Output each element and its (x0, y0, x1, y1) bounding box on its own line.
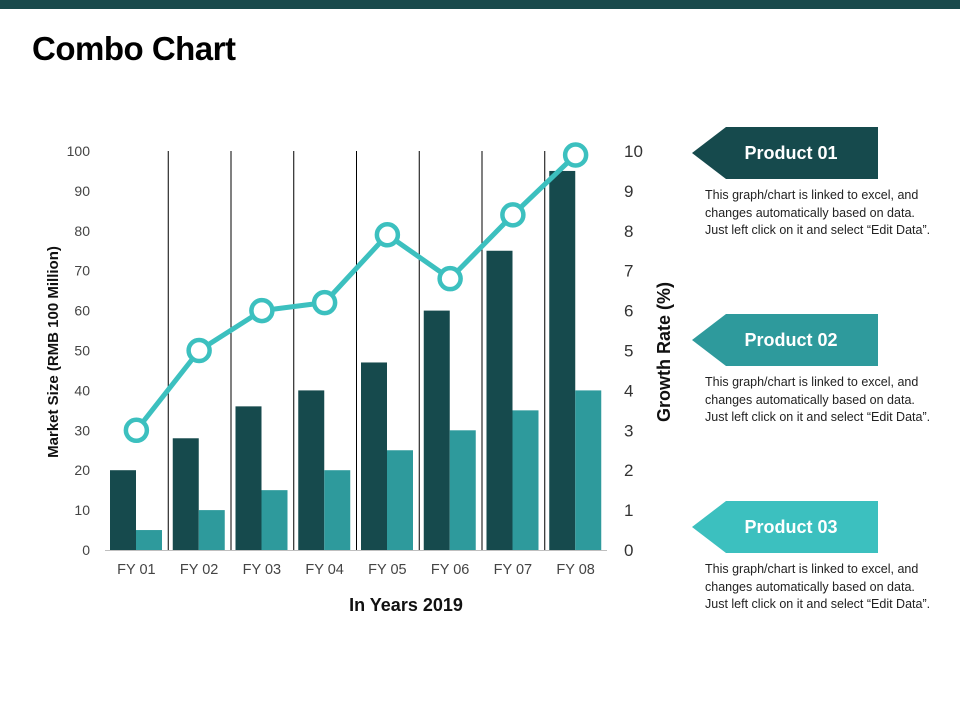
bar-series-2 (387, 450, 413, 550)
y-axis-title: Market Size (RMB 100 Million) (45, 246, 62, 458)
y2-tick-label: 9 (624, 182, 633, 201)
bar-series-2 (512, 410, 539, 550)
y-tick-label: 30 (74, 422, 90, 438)
y2-tick-label: 5 (624, 342, 633, 361)
growth-rate-point (123, 417, 150, 444)
growth-rate-point (437, 265, 463, 292)
growth-rate-point (374, 222, 401, 248)
product-02-label: Product 02 (744, 329, 838, 350)
product-01-label: Product 01 (744, 142, 838, 163)
growth-rate-point (186, 337, 212, 364)
x-axis-title: In Years 2019 (349, 595, 463, 615)
bar-series-2 (575, 390, 602, 550)
x-tick-label: FY 03 (243, 562, 281, 578)
y2-tick-label: 6 (624, 302, 633, 321)
y2-tick-label: 4 (624, 381, 633, 400)
bar-series-1 (298, 390, 325, 550)
x-tick-label: FY 01 (117, 562, 155, 578)
bar-series-2 (449, 430, 476, 550)
bar-series-1 (361, 362, 387, 550)
bar-series-1 (423, 310, 450, 550)
y2-tick-label: 7 (624, 262, 633, 281)
bar-series-1 (110, 470, 136, 550)
y2-tick-label: 1 (624, 501, 633, 520)
y2-tick-label: 3 (624, 421, 633, 440)
y-tick-label: 60 (74, 303, 90, 319)
x-tick-label: FY 02 (180, 562, 218, 578)
y-tick-label: 10 (74, 502, 90, 518)
y-tick-label: 0 (82, 542, 90, 558)
y2-tick-label: 0 (624, 541, 633, 560)
top-accent-bar (0, 0, 960, 9)
bar-series-2 (261, 490, 288, 550)
x-tick-label: FY 08 (556, 562, 594, 578)
bar-series-2 (198, 510, 225, 550)
product-02-description: This graph/chart is linked to excel, and… (705, 375, 931, 424)
y-tick-label: 50 (74, 343, 90, 359)
growth-rate-point (311, 289, 338, 316)
y2-tick-label: 10 (624, 142, 643, 161)
y-tick-label: 90 (74, 183, 90, 199)
bar-series-2 (136, 530, 162, 550)
product-01-description: This graph/chart is linked to excel, and… (705, 188, 931, 237)
y-tick-label: 70 (74, 263, 90, 279)
bar-series-1 (486, 250, 513, 550)
y-tick-label: 80 (74, 223, 90, 239)
growth-rate-point (500, 202, 526, 228)
x-tick-label: FY 06 (431, 562, 469, 578)
bar-series-2 (324, 470, 351, 550)
y-tick-label: 40 (74, 382, 90, 398)
product-03-description: This graph/chart is linked to excel, and… (705, 562, 931, 611)
product-03-tag: Product 03 (692, 501, 878, 553)
growth-rate-point (249, 297, 275, 324)
page-title: Combo Chart (32, 30, 236, 67)
y-tick-label: 20 (74, 462, 90, 478)
x-tick-label: FY 04 (305, 562, 343, 578)
y-tick-label: 100 (67, 143, 91, 159)
y2-tick-label: 2 (624, 461, 633, 480)
x-tick-label: FY 07 (494, 562, 532, 578)
bar-series-1 (549, 170, 576, 550)
x-tick-label: FY 05 (368, 562, 406, 578)
product-01-tag: Product 01 (692, 127, 878, 179)
product-03-label: Product 03 (744, 516, 838, 537)
growth-rate-point (562, 142, 589, 168)
y2-axis-title: Growth Rate (%) (654, 282, 674, 422)
bar-series-1 (235, 406, 262, 550)
product-02-tag: Product 02 (692, 314, 878, 366)
y2-tick-label: 8 (624, 222, 633, 241)
bar-series-1 (172, 438, 199, 550)
